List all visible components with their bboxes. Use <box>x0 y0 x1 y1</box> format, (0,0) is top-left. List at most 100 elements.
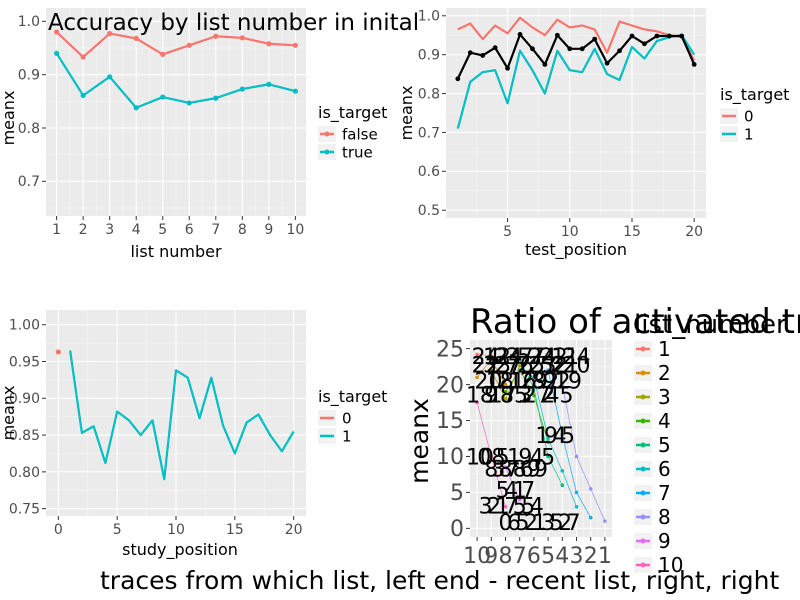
legend-entry-label: 3 <box>658 385 671 409</box>
x-tick-label: 10 <box>286 222 304 238</box>
legend-key-point <box>640 538 646 544</box>
legend-title: is_target <box>318 103 387 123</box>
data-point <box>133 105 139 111</box>
data-point <box>292 88 298 94</box>
y-axis-label: meanx <box>405 398 434 484</box>
y-tick-label: 0.8 <box>18 121 40 137</box>
x-tick-label: 1 <box>598 544 612 569</box>
x-axis-label: test_position <box>525 240 627 260</box>
data-label: 21 <box>497 369 525 394</box>
data-point <box>489 454 494 459</box>
data-point <box>530 46 535 52</box>
data-label: 21 <box>551 353 579 378</box>
y-tick-label: 0.90 <box>9 391 40 407</box>
y-tick-label: 0.85 <box>9 428 40 444</box>
data-point <box>532 393 536 398</box>
data-point <box>560 382 565 387</box>
legend-key-point <box>640 562 646 568</box>
x-tick-label: 10 <box>167 522 185 538</box>
legend-key-point <box>640 490 646 496</box>
data-label: 5 <box>561 424 575 449</box>
legend-entry-label: 10 <box>658 553 683 577</box>
data-point <box>574 505 579 509</box>
legend-key-point <box>324 149 330 155</box>
data-point <box>679 33 685 39</box>
series <box>55 349 295 481</box>
x-tick-label: 15 <box>226 522 244 538</box>
data-point <box>554 32 560 38</box>
panel-test-position: 0.50.60.70.80.91.05 10 15 20 test_position … <box>397 8 789 260</box>
data-label: 7 <box>504 494 518 519</box>
legend-entry-label: 4 <box>658 409 671 433</box>
data-point <box>54 29 60 35</box>
legend-key-point <box>640 418 646 424</box>
data-label: 7 <box>567 511 581 536</box>
data-point <box>574 454 579 459</box>
data-point <box>691 61 697 67</box>
data-label: 22 <box>540 345 568 370</box>
legend-entry-label: 7 <box>658 481 671 505</box>
data-point <box>574 490 579 495</box>
legend-title: is_target <box>720 85 789 105</box>
data-point <box>80 54 86 60</box>
series-line <box>547 370 592 518</box>
x-tick-label: 4 <box>555 544 569 569</box>
data-point <box>239 35 245 41</box>
data-label: 92 <box>543 369 571 394</box>
data-label: 5 <box>521 494 535 519</box>
data-point <box>588 487 593 491</box>
y-tick-label: 1.0 <box>418 9 440 25</box>
data-point <box>666 33 672 39</box>
x-tick-label: 1 <box>52 222 61 238</box>
data-label: 6 <box>520 458 534 483</box>
legend-key-point <box>640 442 646 448</box>
data-label: 8 <box>484 458 498 483</box>
data-label: 7 <box>506 458 520 483</box>
legend-key-point <box>640 346 646 352</box>
x-tick-label: 7 <box>211 222 220 238</box>
x-axis-label: traces from which list, left end - recen… <box>100 566 779 595</box>
y-tick-label: 0.6 <box>418 164 440 180</box>
data-point <box>617 48 622 54</box>
data-label: 5 <box>516 511 530 536</box>
data-label: 5 <box>496 445 510 470</box>
data-label: 2 <box>524 511 538 536</box>
legend-entry-label: 5 <box>658 433 671 457</box>
legend-title: is_target <box>318 387 387 407</box>
x-tick-label: 20 <box>285 522 303 538</box>
data-point <box>266 41 272 47</box>
data-point <box>579 46 585 52</box>
data-point <box>505 65 510 71</box>
y-tick-label: 15 <box>436 409 464 434</box>
y-tick-label: 0.9 <box>418 48 440 64</box>
data-point <box>467 50 473 56</box>
data-point <box>133 35 139 42</box>
data-point <box>492 45 498 51</box>
y-tick-label: 10 <box>436 445 464 470</box>
data-label: 20 <box>563 353 591 378</box>
y-tick-label: 1.00 <box>9 318 40 334</box>
x-axis-label: study_position <box>122 540 238 560</box>
data-point <box>517 357 522 362</box>
data-label: 37 <box>506 345 534 370</box>
data-point <box>546 436 550 441</box>
data-point <box>604 60 610 66</box>
data-label: 29 <box>520 369 548 394</box>
x-tick-label: 5 <box>158 222 167 238</box>
data-label: 16 <box>509 369 537 394</box>
legend-entry-label: 0 <box>342 409 352 427</box>
data-label: 2 <box>541 384 555 409</box>
x-tick-label: 7 <box>513 544 527 569</box>
data-label: 9 <box>534 458 548 483</box>
data-point <box>55 349 61 355</box>
data-point <box>160 94 166 100</box>
data-point <box>560 469 565 473</box>
y-tick-label: 0 <box>450 517 464 542</box>
legend-entry-label: 9 <box>658 529 671 553</box>
series-line <box>533 377 577 507</box>
series-line <box>55 31 296 59</box>
data-point <box>642 41 647 47</box>
data-point <box>475 400 479 405</box>
data-point <box>503 389 508 394</box>
data-label: 22 <box>472 353 500 378</box>
